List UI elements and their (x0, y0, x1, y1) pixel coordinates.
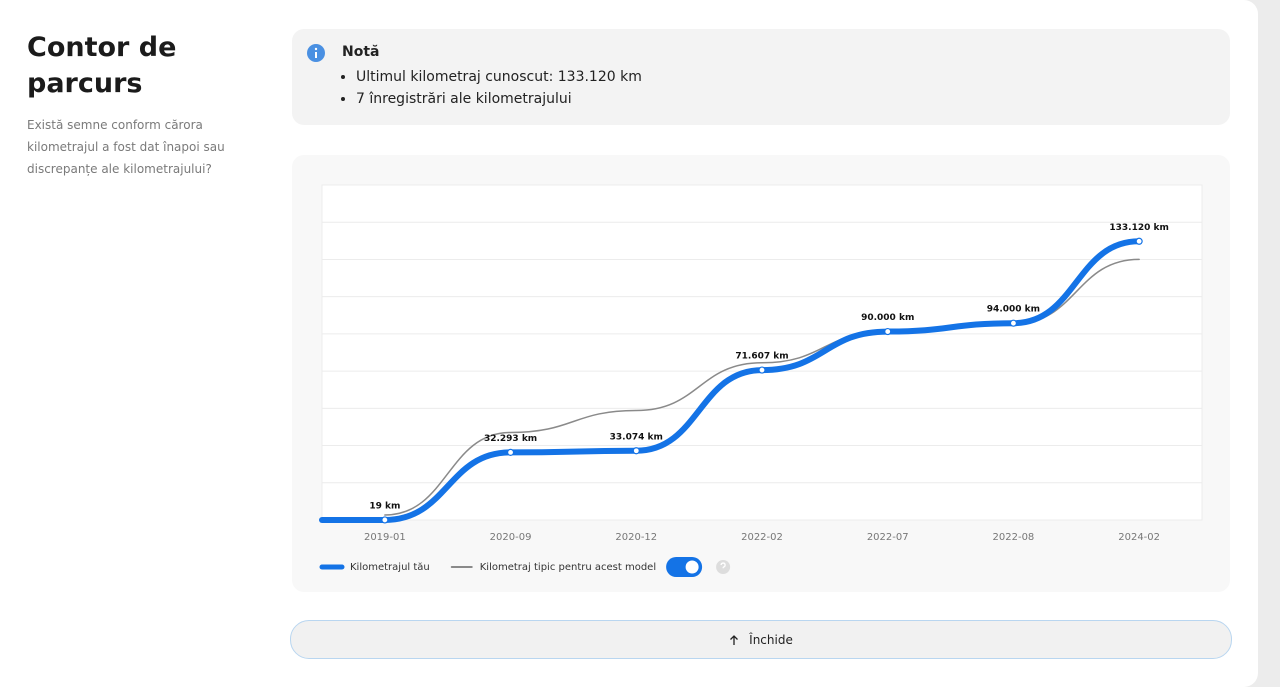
data-label: 33.074 km (610, 432, 663, 442)
x-tick-label: 2024-02 (1118, 532, 1160, 543)
x-tick-label: 2022-08 (993, 532, 1035, 543)
legend-label: Kilometraj tipic pentru acest model (480, 562, 656, 573)
point (1135, 237, 1143, 245)
arrow-up-icon (730, 634, 739, 645)
x-tick-label: 2019-01 (364, 532, 406, 543)
page-title: Contor de parcurs (27, 32, 177, 99)
help-mark (720, 562, 726, 569)
note-item: Ultimul kilometraj cunoscut: 133.120 km (356, 66, 642, 88)
point (381, 516, 389, 524)
note-box (292, 29, 1230, 125)
point (506, 448, 515, 456)
close-button-label: Închide (749, 632, 793, 647)
x-tick-label: 2022-07 (867, 532, 909, 543)
note-item: 7 înregistrări ale kilometrajului (356, 88, 642, 110)
point (632, 447, 640, 455)
x-tick-label: 2020-12 (615, 532, 657, 543)
data-label: 71.607 km (735, 352, 788, 362)
close-button[interactable]: Închide (290, 620, 1232, 659)
note-title: Notă (342, 44, 380, 60)
chart-panel: 2019-01 2020-09 2020-12 2022-02 2022-07 2022-… (292, 155, 1230, 592)
point (758, 366, 766, 374)
toggle-switch[interactable] (666, 557, 703, 577)
point (1009, 319, 1018, 327)
data-label: 32.293 km (484, 434, 537, 444)
legend-label: Kilometrajul tău (350, 562, 430, 573)
data-label: 133.120 km (1109, 223, 1169, 233)
info-icon (307, 44, 325, 62)
help-icon (716, 560, 731, 574)
note-list: Ultimul kilometraj cunoscut: 133.120 km … (340, 66, 642, 110)
data-label: 90.000 km (861, 313, 914, 323)
description: Există semne conform cărora kilometrajul… (27, 118, 225, 176)
point (884, 327, 892, 336)
chart: 2019-01 2020-09 2020-12 2022-02 2022-07 2022-… (319, 184, 1203, 577)
data-label: 19 km (369, 501, 400, 511)
data-label: 94.000 km (987, 305, 1040, 315)
x-tick-label: 2022-02 (741, 532, 783, 543)
toggle-knob (685, 560, 699, 574)
x-tick-label: 2020-09 (490, 532, 532, 543)
